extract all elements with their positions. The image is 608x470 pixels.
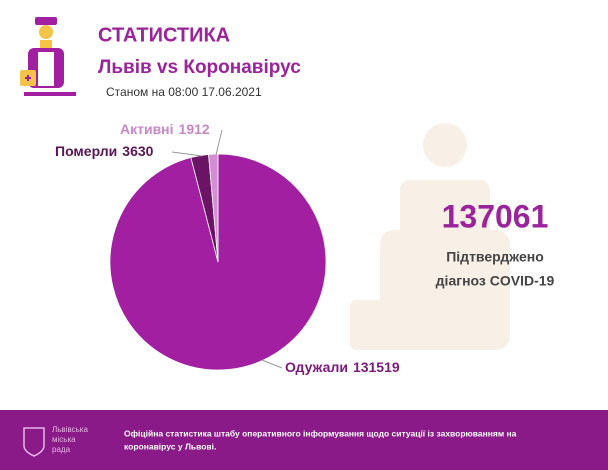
slice-category: Померли	[55, 143, 117, 159]
logo-text: Львівська	[52, 425, 88, 434]
logo-icon	[23, 427, 45, 457]
watermark	[350, 123, 510, 350]
footer-text: Офіційна статистика штабу оперативного і…	[124, 428, 517, 438]
total-value: 137061	[442, 198, 549, 234]
total-label: діагноз COVID-19	[436, 273, 555, 289]
logo-text: міська	[52, 435, 76, 444]
total-label: Підтверджено	[446, 249, 544, 265]
leader-line	[261, 359, 283, 369]
slice-label: Померли 3630	[55, 143, 154, 159]
leader-line	[215, 129, 223, 156]
pie-slice	[208, 153, 219, 263]
slice-value: 131519	[353, 359, 400, 375]
slice-category: Одужали	[285, 359, 348, 375]
pie: Одужали 131519 Померли 3630 Активні 1912	[55, 121, 400, 375]
logo-text: рада	[52, 445, 71, 454]
slice-label: Активні 1912	[120, 121, 210, 137]
slice-value: 1912	[179, 121, 210, 137]
date: Станом на 08:00 17.06.2021	[106, 85, 262, 99]
title: СТАТИСТИКА	[98, 24, 230, 46]
slice-value: 3630	[122, 143, 153, 159]
subtitle: Львів vs Коронавірус	[98, 57, 301, 78]
footer-text: коронавірус у Львові.	[124, 441, 216, 451]
doctor-icon	[20, 17, 76, 96]
slice-category: Активні	[120, 121, 174, 137]
slice-label: Одужали 131519	[285, 359, 400, 375]
leader-line	[171, 151, 203, 157]
footer	[0, 410, 608, 470]
